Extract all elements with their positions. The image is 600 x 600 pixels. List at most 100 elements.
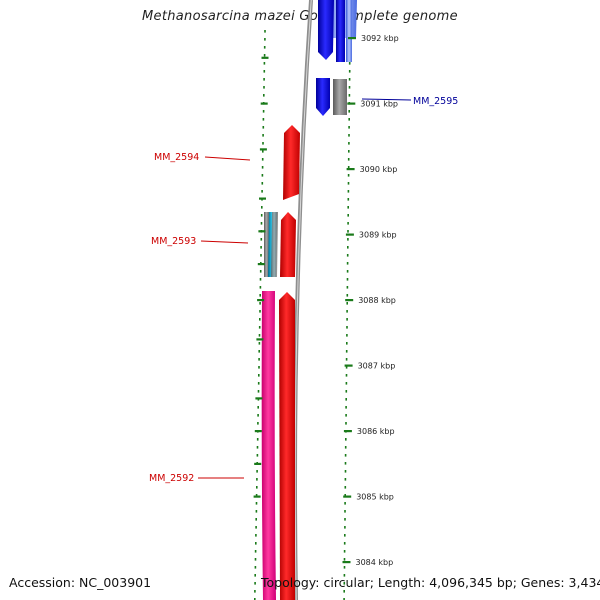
reverse-strand-features [316,0,357,116]
guide-dot-left [256,478,258,481]
guide-dot-right [345,350,348,353]
gene-label[interactable]: MM_2594 [154,152,199,163]
guide-dot-left [258,350,260,353]
guide-dot-left [259,318,261,321]
guide-dot-right [344,454,347,457]
guide-dot-right [344,518,346,521]
guide-dot-right [343,598,345,600]
guide-dot-right [346,342,348,345]
ruler-tick-label: 3086 kbp [357,427,395,436]
ruler-tick-label: 3087 kbp [358,362,396,371]
guide-dot-left [258,366,260,369]
guide-dot-left [263,86,265,89]
guide-dot-right [345,414,347,417]
ruler-tick-label: 3084 kbp [356,558,394,567]
guide-dot-left [255,542,257,545]
guide-dot-left [254,558,257,561]
ruler-tick [348,37,356,40]
guide-dot-right [344,478,347,481]
guide-dot-right [343,566,346,569]
forward-cds-mm2593 [280,212,296,277]
ruler-tick [345,233,354,236]
guide-dot-right [347,206,349,209]
guide-dot-right [345,406,347,409]
ruler-minor-tick [261,56,269,59]
guide-dot-right [346,302,348,305]
ruler-minor-tick [260,102,268,105]
ruler-tick-label: 3092 kbp [361,34,399,43]
guide-dot-right [345,382,348,385]
guide-dot-right [347,198,350,201]
guide-dot-left [259,278,262,281]
guide-dot-left [260,254,262,257]
guide-dot-left [259,302,261,305]
guide-dot-left [254,590,256,593]
guide-dot-left [263,70,266,73]
guide-dot-left [256,470,258,473]
guide-dot-right [347,174,350,177]
gene-label[interactable]: MM_2595 [413,96,458,107]
guide-dot-left [259,310,261,313]
ruler-minor-tick [253,495,261,498]
guide-dot-right [348,150,350,153]
guide-dot-left [256,446,259,449]
guide-dot-right [345,438,347,441]
ruler-minor-tick [258,230,266,233]
gray-block-2 [271,212,278,277]
guide-dot-left [262,134,264,137]
guide-dot-left [260,214,263,217]
ruler-minor-tick [254,462,262,465]
guide-dot-right [348,78,351,81]
guide-dot-right [346,334,348,337]
guide-dot-left [255,526,257,529]
guide-dot-right [348,94,351,97]
guide-dot-right [344,446,347,449]
guide-dot-left [262,150,264,153]
guide-dot-left [260,246,262,249]
genome-backbone-highlight [294,0,312,600]
guide-dot-right [346,286,349,289]
guide-dot-left [264,30,266,33]
guide-dot-right [346,326,348,329]
guide-dot-right [344,470,347,473]
guide-dot-right [343,550,346,553]
gene-label[interactable]: MM_2593 [151,236,196,247]
reverse-cds-top-3 [346,0,352,62]
gene-label[interactable]: MM_2592 [149,473,194,484]
guide-dot-right [346,270,349,273]
guide-dot-right [346,278,349,281]
annotation-track [261,212,278,600]
guide-dot-right [348,134,350,137]
ruler-tick-label: 3091 kbp [360,100,398,109]
guide-dot-right [345,366,348,369]
guide-dot-right [347,214,349,217]
ruler-tick-label: 3088 kbp [358,296,396,305]
guide-dot-left [255,494,258,497]
guide-dot-right [344,526,346,529]
guide-dot-right [348,118,350,121]
ruler-tick [347,102,356,105]
position-ruler: 3092 kbp 3091 kbp 3090 kbp 3089 kbp 3088 kbp… [253,34,399,567]
gray-block-1 [264,212,269,277]
topology-text: Topology: circular; Length: 4,096,345 bp… [261,575,600,590]
guide-dot-left [261,190,263,193]
guide-dot-left [255,510,258,513]
ruler-minor-tick [255,397,263,400]
guide-dot-right [348,110,350,113]
guide-dot-left [254,582,256,585]
guide-dot-right [345,398,347,401]
guide-dot-left [260,222,263,225]
guide-dot-right [347,182,350,185]
guide-dot-left [261,166,264,169]
guide-dot-right [343,582,346,585]
guide-dot-left [256,438,259,441]
guide-dot-right [348,86,351,89]
guide-dot-left [254,566,257,569]
guide-dot-left [257,406,259,409]
guide-dot-right [346,254,349,257]
guide-dot-left [261,174,264,177]
guide-dot-right [346,318,348,321]
guide-dot-left [257,414,259,417]
guide-dot-left [262,142,264,145]
ruler-minor-tick [259,148,267,151]
